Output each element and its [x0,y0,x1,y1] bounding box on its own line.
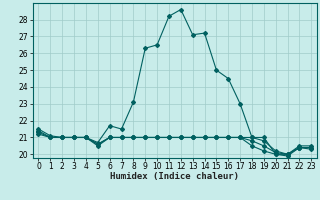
X-axis label: Humidex (Indice chaleur): Humidex (Indice chaleur) [110,172,239,181]
